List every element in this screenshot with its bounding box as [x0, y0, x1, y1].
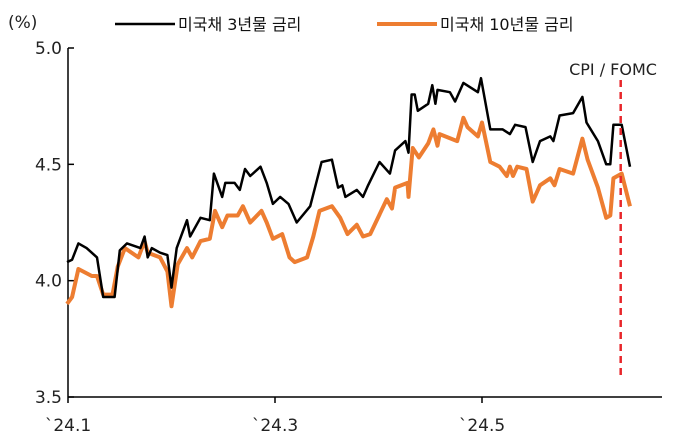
axes — [67, 48, 662, 398]
legend-label-10y: 미국채 10년물 금리 — [440, 15, 574, 34]
y-tick-label: 4.5 — [35, 155, 62, 175]
series-line-10y — [65, 115, 632, 309]
y-tick-label: 3.5 — [35, 388, 62, 408]
series-line-3y — [66, 76, 632, 299]
cpi-fomc-label: CPI / FOMC — [569, 60, 657, 79]
legend-label-3y: 미국채 3년물 금리 — [178, 15, 301, 34]
x-tick-label: `24.5 — [459, 416, 505, 436]
y-tick-label: 5.0 — [35, 39, 62, 59]
y-tick-label: 4.0 — [35, 272, 62, 292]
x-tick-label: `24.1 — [45, 416, 91, 436]
x-tick-label: `24.3 — [252, 416, 298, 436]
legend: 미국채 3년물 금리 미국채 10년물 금리 — [115, 15, 574, 34]
y-axis-unit-label: (%) — [8, 13, 37, 33]
